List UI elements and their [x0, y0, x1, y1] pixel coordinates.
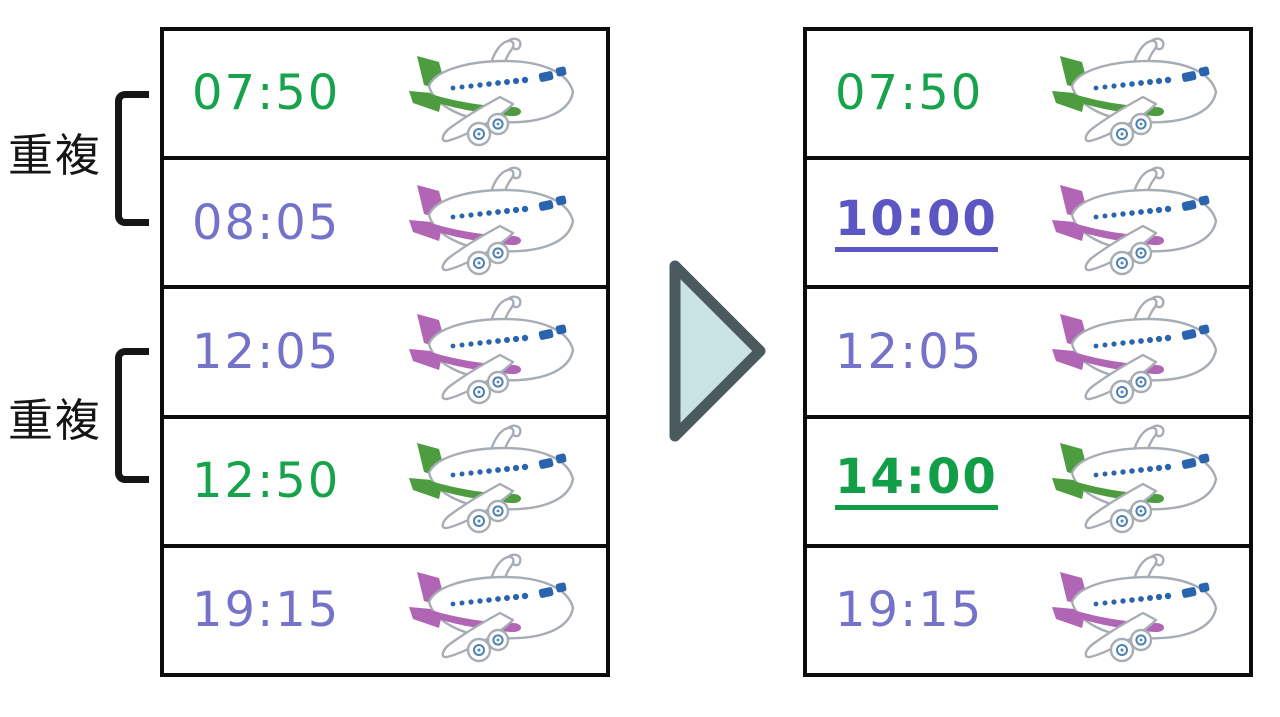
table-row: 12:05 — [164, 289, 606, 419]
airplane-icon — [1037, 292, 1241, 412]
airplane-icon — [394, 34, 598, 154]
airplane-icon — [394, 550, 598, 670]
flight-time: 12:05 — [192, 323, 341, 380]
schedule-table-after: 07:50 10:00 12:05 14:00 19:15 — [803, 27, 1253, 677]
airplane-icon — [394, 292, 598, 412]
flight-time: 12:05 — [835, 323, 984, 380]
table-row: 07:50 — [164, 31, 606, 161]
flight-time: 07:50 — [192, 65, 341, 122]
airplane-icon — [1037, 421, 1241, 541]
flight-time: 08:05 — [192, 194, 341, 251]
airplane-icon — [1037, 550, 1241, 670]
airplane-icon — [394, 163, 598, 283]
table-row: 19:15 — [164, 548, 606, 673]
table-row: 14:00 — [807, 419, 1249, 548]
duplicate-label-2: 重複 — [8, 394, 103, 447]
table-row: 12:50 — [164, 419, 606, 548]
airplane-icon — [394, 421, 598, 541]
table-row: 10:00 — [807, 160, 1249, 290]
table-row: 19:15 — [807, 548, 1249, 673]
flight-time: 10:00 — [835, 193, 998, 252]
flight-time: 14:00 — [835, 452, 998, 511]
schedule-table-before: 07:50 08:05 12:05 12:50 19:15 — [160, 27, 610, 677]
airplane-icon — [1037, 34, 1241, 154]
table-row: 12:05 — [807, 289, 1249, 419]
airplane-icon — [1037, 163, 1241, 283]
duplicate-bracket-2 — [115, 348, 149, 483]
right-arrow-icon — [669, 260, 766, 442]
flight-time: 07:50 — [835, 65, 984, 122]
duplicate-label-1: 重複 — [8, 129, 103, 182]
table-row: 08:05 — [164, 160, 606, 290]
flight-time: 19:15 — [192, 582, 341, 639]
table-row: 07:50 — [807, 31, 1249, 161]
duplicate-bracket-1 — [115, 91, 149, 226]
flight-time: 12:50 — [192, 453, 341, 510]
flight-time: 19:15 — [835, 582, 984, 639]
